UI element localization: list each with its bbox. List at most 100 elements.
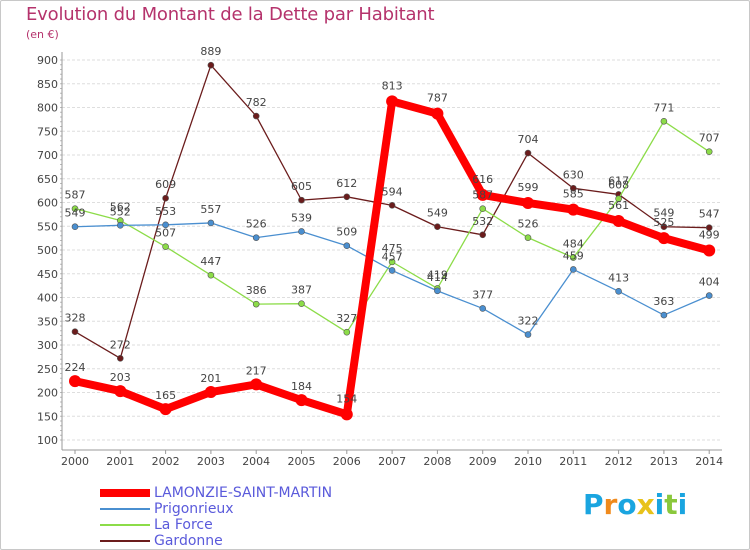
data-label: 272 [110,338,131,351]
data-point [298,196,305,204]
data-label: 201 [200,372,221,385]
y-tick-label: 700 [37,149,58,162]
data-label: 549 [653,207,674,220]
data-label: 322 [518,315,539,328]
proxiti-logo: Proxiti [583,488,687,521]
y-tick-label: 100 [37,434,58,447]
y-tick-label: 750 [37,125,58,138]
data-point [252,234,260,241]
x-tick-label: 2011 [559,455,587,468]
data-label: 526 [518,218,539,231]
data-point [705,224,713,231]
data-point [250,378,263,391]
legend-label: La Force [154,517,213,533]
x-tick-label: 2009 [469,455,497,468]
data-point [114,385,127,398]
data-point [388,202,396,209]
data-point [71,223,79,231]
data-label: 552 [110,205,131,218]
data-label: 587 [65,189,86,202]
data-point [388,258,396,266]
data-point [703,244,716,257]
data-label: 475 [382,242,403,255]
data-label: 532 [472,215,493,228]
data-label: 224 [65,361,86,374]
legend-label: LAMONZIE-SAINT-MARTIN [154,485,333,501]
data-label: 605 [291,180,312,193]
data-point [660,311,668,319]
data-label: 782 [246,96,267,109]
x-tick-label: 2012 [605,455,633,468]
data-label: 154 [336,392,357,405]
data-point [569,266,577,273]
data-label: 562 [110,201,131,214]
data-label: 404 [699,276,720,289]
y-tick-label: 800 [37,102,58,115]
data-point [71,328,79,336]
data-point [431,107,444,120]
data-point [117,354,124,362]
data-label: 549 [65,207,86,220]
legend-item: La Force [100,517,332,533]
y-tick-label: 150 [37,410,58,423]
x-tick-label: 2005 [288,455,316,468]
data-point [343,193,351,201]
data-point [343,328,351,336]
legend-item: Prigonrieux [100,501,332,517]
data-label: 594 [382,185,403,198]
x-tick-label: 2006 [333,455,361,468]
data-label: 557 [200,203,221,216]
data-point [476,188,489,201]
logo-letter: x [636,488,655,521]
data-point [657,232,670,245]
data-point [117,222,124,229]
data-label: 612 [336,177,357,190]
chart-subtitle: (en €) [26,28,59,41]
data-point [567,203,580,216]
data-label: 328 [65,312,86,325]
x-tick-label: 2010 [514,455,542,468]
y-tick-label: 300 [37,339,58,352]
y-tick-label: 600 [37,197,58,210]
chart-title: Evolution du Montant de la Dette par Hab… [26,4,435,25]
data-point [569,184,577,192]
data-point [522,196,534,209]
data-point [298,228,305,235]
logo-letter: i [677,488,688,521]
data-label: 447 [200,255,221,268]
data-label: 327 [336,312,357,325]
y-tick-label: 250 [37,363,58,376]
data-label: 616 [472,173,493,186]
data-label: 499 [699,228,720,241]
data-point [340,408,353,421]
x-tick-label: 2008 [423,455,451,468]
y-tick-label: 900 [37,54,58,67]
data-point [705,292,713,299]
data-point [343,242,351,250]
data-label: 549 [427,207,448,220]
data-label: 459 [563,249,584,262]
x-tick-label: 2014 [695,455,723,468]
legend-item: LAMONZIE-SAINT-MARTIN [100,485,332,501]
data-label: 377 [472,288,493,301]
x-tick-label: 2001 [106,455,134,468]
y-tick-label: 350 [37,315,58,328]
data-label: 203 [110,371,131,384]
chart-legend: LAMONZIE-SAINT-MARTIN Prigonrieux La Force… [100,485,332,549]
data-label: 539 [291,211,312,224]
data-label: 217 [246,364,267,377]
data-label: 413 [608,271,629,284]
legend-swatch [100,508,150,510]
x-tick-label: 2007 [378,455,406,468]
y-tick-label: 200 [37,387,58,400]
data-label: 419 [427,268,448,281]
data-label: 704 [518,133,539,146]
data-point [524,234,532,241]
data-point [162,243,169,250]
legend-swatch [100,489,150,497]
data-label: 617 [608,174,629,187]
data-label: 387 [291,284,312,297]
data-point [295,394,308,407]
